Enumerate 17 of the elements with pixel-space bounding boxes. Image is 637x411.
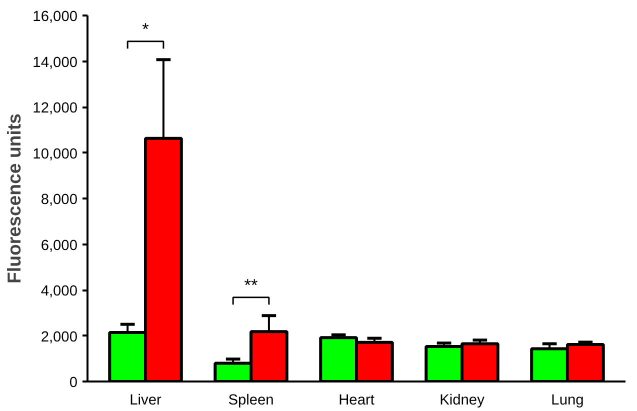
y-tick-label: 12,000	[32, 100, 78, 116]
x-tick-label: Lung	[551, 392, 584, 408]
y-tick-label: 8,000	[40, 192, 78, 208]
x-tick-label: Spleen	[228, 392, 274, 408]
x-tick-label: Heart	[338, 392, 374, 408]
annotation: *	[142, 19, 150, 40]
y-tick-label: 4,000	[40, 284, 78, 300]
y-tick-label: 2,000	[40, 329, 78, 346]
y-tick-label: 6,000	[40, 238, 78, 254]
x-tick-label: Liver	[130, 392, 162, 408]
y-tick-label: 14,000	[32, 54, 78, 71]
y-tick-label: 16,000	[32, 9, 78, 25]
y-axis-title: Fluorescence units	[4, 113, 25, 284]
y-tick-label: 10,000	[32, 146, 78, 162]
annotation: **	[244, 275, 258, 296]
y-tick-label: 0	[69, 375, 78, 391]
x-tick-label: Kidney	[440, 392, 486, 408]
